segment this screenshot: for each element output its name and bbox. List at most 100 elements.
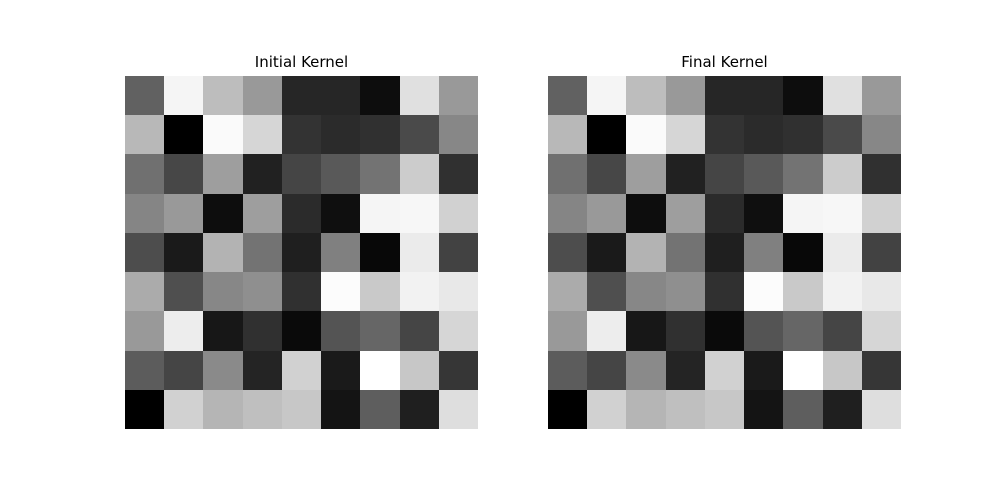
final-kernel-heatmap-cell-r2-c2 <box>626 154 666 194</box>
final-kernel-heatmap-cell-r3-c4 <box>704 193 745 233</box>
initial-kernel-heatmap-cell-r6-c8 <box>438 311 478 351</box>
final-kernel-heatmap-cell-r8-c0 <box>548 389 588 429</box>
final-kernel-heatmap-cell-r0-c8 <box>861 76 901 116</box>
initial-kernel-heatmap-cell-r6-c1 <box>164 311 204 351</box>
initial-kernel-heatmap-cell-r6-c5 <box>321 311 361 351</box>
initial-kernel-heatmap <box>125 76 478 429</box>
initial-kernel-heatmap-cell-r1-c2 <box>203 115 243 155</box>
initial-kernel-heatmap-cell-r7-c2 <box>203 350 243 390</box>
initial-kernel-heatmap-cell-r5-c6 <box>360 272 400 312</box>
final-kernel-heatmap-cell-r0-c3 <box>665 76 705 116</box>
final-kernel-heatmap-cell-r2-c1 <box>587 154 627 194</box>
initial-kernel-heatmap-cell-r8-c8 <box>438 389 478 429</box>
final-kernel-heatmap-cell-r7-c2 <box>626 350 666 390</box>
initial-kernel-heatmap-cell-r2-c7 <box>399 154 439 194</box>
final-kernel-heatmap-cell-r0-c7 <box>822 76 862 116</box>
initial-kernel-heatmap-cell-r7-c8 <box>438 350 478 390</box>
final-kernel-heatmap-cell-r2-c6 <box>783 154 823 194</box>
initial-kernel-heatmap-cell-r4-c0 <box>125 232 165 273</box>
initial-kernel-heatmap-cell-r4-c4 <box>281 232 322 273</box>
initial-kernel-heatmap-cell-r7-c6 <box>360 350 400 390</box>
initial-kernel-heatmap-cell-r3-c1 <box>164 193 204 233</box>
initial-kernel-heatmap-cell-r0-c0 <box>125 76 165 116</box>
initial-kernel-heatmap-cell-r8-c6 <box>360 389 400 429</box>
initial-kernel-heatmap-cell-r8-c3 <box>242 389 282 429</box>
initial-kernel-heatmap-cell-r3-c2 <box>203 193 243 233</box>
final-kernel-heatmap-cell-r1-c1 <box>587 115 627 155</box>
final-kernel-heatmap-cell-r8-c3 <box>665 389 705 429</box>
final-kernel-heatmap <box>548 76 901 429</box>
final-kernel-heatmap-cell-r7-c0 <box>548 350 588 390</box>
initial-kernel-heatmap-cell-r6-c4 <box>281 311 322 351</box>
final-kernel-heatmap-cell-r4-c8 <box>861 232 901 273</box>
final-kernel-heatmap-cell-r3-c8 <box>861 193 901 233</box>
initial-kernel-heatmap-cell-r3-c7 <box>399 193 439 233</box>
initial-kernel-heatmap-cell-r4-c7 <box>399 232 439 273</box>
initial-kernel-heatmap-cell-r5-c5 <box>321 272 361 312</box>
final-kernel-heatmap-cell-r7-c6 <box>783 350 823 390</box>
final-kernel-heatmap-cell-r4-c0 <box>548 232 588 273</box>
initial-kernel-heatmap-cell-r3-c5 <box>321 193 361 233</box>
initial-kernel-heatmap-cell-r6-c6 <box>360 311 400 351</box>
initial-kernel-heatmap-cell-r2-c5 <box>321 154 361 194</box>
initial-kernel-heatmap-cell-r2-c1 <box>164 154 204 194</box>
final-kernel-heatmap-cell-r6-c4 <box>704 311 745 351</box>
final-kernel-heatmap-cell-r8-c4 <box>704 389 745 429</box>
final-kernel-heatmap-cell-r5-c5 <box>744 272 784 312</box>
initial-kernel-heatmap-cell-r4-c3 <box>242 232 282 273</box>
final-kernel-heatmap-cell-r3-c3 <box>665 193 705 233</box>
final-kernel-heatmap-cell-r8-c8 <box>861 389 901 429</box>
final-kernel-heatmap-cell-r2-c4 <box>704 154 745 194</box>
initial-kernel-heatmap-cell-r6-c2 <box>203 311 243 351</box>
final-kernel-heatmap-cell-r7-c1 <box>587 350 627 390</box>
final-kernel-heatmap-cell-r0-c0 <box>548 76 588 116</box>
initial-kernel-heatmap-cell-r7-c0 <box>125 350 165 390</box>
final-kernel-heatmap-cell-r2-c7 <box>822 154 862 194</box>
initial-kernel-heatmap-cell-r0-c6 <box>360 76 400 116</box>
final-kernel-heatmap-cell-r5-c4 <box>704 272 745 312</box>
final-kernel-heatmap-cell-r3-c6 <box>783 193 823 233</box>
initial-kernel-heatmap-cell-r5-c8 <box>438 272 478 312</box>
final-kernel-heatmap-cell-r8-c2 <box>626 389 666 429</box>
final-kernel-heatmap-cell-r6-c7 <box>822 311 862 351</box>
initial-kernel-heatmap-cell-r0-c5 <box>321 76 361 116</box>
final-kernel-heatmap-cell-r5-c7 <box>822 272 862 312</box>
initial-kernel-heatmap-cell-r1-c6 <box>360 115 400 155</box>
final-kernel-heatmap-cell-r8-c6 <box>783 389 823 429</box>
initial-kernel-heatmap-cell-r0-c3 <box>242 76 282 116</box>
initial-kernel-heatmap-cell-r2-c0 <box>125 154 165 194</box>
final-kernel-heatmap-cell-r1-c5 <box>744 115 784 155</box>
initial-kernel-heatmap-cell-r8-c4 <box>281 389 322 429</box>
final-kernel-heatmap-cell-r2-c0 <box>548 154 588 194</box>
final-kernel-heatmap-cell-r3-c7 <box>822 193 862 233</box>
initial-kernel-heatmap-cell-r5-c4 <box>281 272 322 312</box>
final-kernel-heatmap-cell-r7-c3 <box>665 350 705 390</box>
initial-kernel-heatmap-cell-r7-c1 <box>164 350 204 390</box>
initial-kernel-heatmap-cell-r4-c6 <box>360 232 400 273</box>
final-kernel-heatmap-cell-r2-c8 <box>861 154 901 194</box>
initial-kernel-heatmap-cell-r6-c7 <box>399 311 439 351</box>
initial-kernel-heatmap-cell-r1-c4 <box>281 115 322 155</box>
initial-kernel-heatmap-cell-r3-c6 <box>360 193 400 233</box>
final-kernel-heatmap-cell-r1-c0 <box>548 115 588 155</box>
initial-kernel-heatmap-cell-r8-c7 <box>399 389 439 429</box>
initial-kernel-heatmap-cell-r7-c5 <box>321 350 361 390</box>
initial-kernel-heatmap-cell-r1-c8 <box>438 115 478 155</box>
initial-kernel-heatmap-cell-r6-c0 <box>125 311 165 351</box>
initial-kernel-heatmap-cell-r1-c5 <box>321 115 361 155</box>
initial-kernel-heatmap-cell-r1-c1 <box>164 115 204 155</box>
final-kernel-heatmap-cell-r8-c7 <box>822 389 862 429</box>
initial-kernel-heatmap-cell-r4-c1 <box>164 232 204 273</box>
final-kernel-heatmap-cell-r2-c3 <box>665 154 705 194</box>
initial-kernel-heatmap-cell-r0-c8 <box>438 76 478 116</box>
initial-kernel-heatmap-cell-r3-c4 <box>281 193 322 233</box>
initial-kernel-heatmap-cell-r4-c8 <box>438 232 478 273</box>
final-kernel-heatmap-cell-r6-c0 <box>548 311 588 351</box>
final-kernel-heatmap-cell-r1-c6 <box>783 115 823 155</box>
final-kernel-heatmap-cell-r7-c8 <box>861 350 901 390</box>
initial-kernel-heatmap-cell-r4-c2 <box>203 232 243 273</box>
final-kernel-heatmap-cell-r6-c6 <box>783 311 823 351</box>
initial-kernel-heatmap-cell-r5-c0 <box>125 272 165 312</box>
initial-kernel-heatmap-cell-r7-c4 <box>281 350 322 390</box>
